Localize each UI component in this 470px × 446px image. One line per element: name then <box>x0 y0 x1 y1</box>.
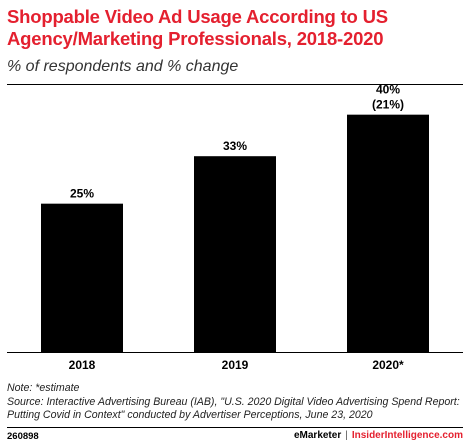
value-label-2019: 33% <box>223 139 247 153</box>
plot-top-rule <box>7 84 463 85</box>
x-tick-label-2020*: 2020* <box>372 358 404 372</box>
brand-footer: eMarketer | InsiderIntelligence.com <box>294 430 463 441</box>
bar-2019 <box>194 156 276 352</box>
footer-rule <box>7 427 463 428</box>
brand-separator: | <box>345 430 348 441</box>
insider-intelligence-link: InsiderIntelligence.com <box>351 430 463 441</box>
chart-notes: Note: *estimate Source: Interactive Adve… <box>7 382 467 423</box>
bar-2018 <box>41 203 123 352</box>
value-label-2020*: 40% <box>376 85 400 97</box>
bar-chart: 25% 2018 33% 2019 40%(21%) 2020* <box>7 85 463 372</box>
value-label-2018: 25% <box>70 187 94 201</box>
source-text: Source: Interactive Advertising Bureau (… <box>7 395 460 422</box>
change-label-2020*: (21%) <box>372 98 404 112</box>
chart-subtitle: % of respondents and % change <box>7 58 239 75</box>
x-tick-label-2018: 2018 <box>69 358 96 372</box>
emarketer-logo: eMarketer <box>293 430 342 441</box>
chart-id: 260898 <box>7 431 39 442</box>
x-tick-label-2019: 2019 <box>222 358 249 372</box>
chart-title: Shoppable Video Ad Usage According to US… <box>7 6 388 49</box>
note-text: Note: *estimate <box>7 382 80 394</box>
bar-2020* <box>347 114 429 353</box>
